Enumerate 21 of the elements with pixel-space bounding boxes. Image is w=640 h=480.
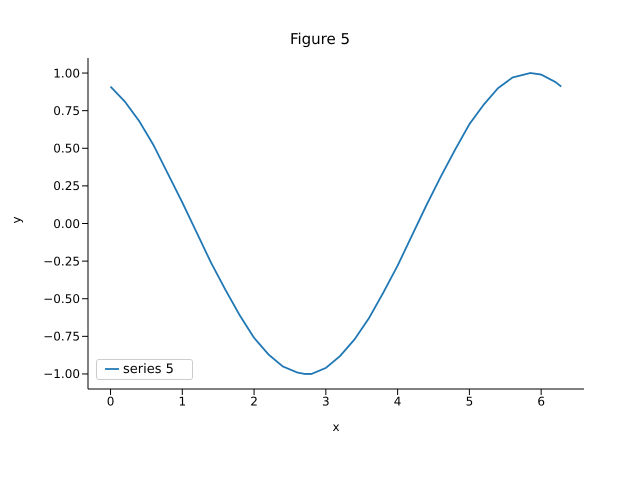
legend-label: series 5 xyxy=(123,362,174,377)
x-tick-label: 6 xyxy=(537,394,545,409)
y-tick-label: 0.25 xyxy=(53,179,80,194)
y-tick-label: 0.75 xyxy=(53,104,80,118)
y-tick-label: −0.25 xyxy=(43,254,80,268)
x-axis-title: x xyxy=(332,420,340,434)
y-tick-label: −0.50 xyxy=(43,292,80,306)
y-tick-label: 1.00 xyxy=(53,66,80,80)
line-series xyxy=(110,72,562,375)
x-tick-label: 4 xyxy=(394,394,402,409)
x-tick-label: 5 xyxy=(466,394,474,409)
x-tick-label: 2 xyxy=(250,394,258,409)
x-tick-label: 1 xyxy=(178,394,186,409)
y-tick-label: 0.00 xyxy=(53,216,80,231)
y-tick-label: −1.00 xyxy=(43,367,80,382)
x-tick-label: 0 xyxy=(106,394,114,409)
y-tick-label: 0.50 xyxy=(53,142,80,156)
x-tick-label: 3 xyxy=(322,394,330,409)
y-axis-title: y xyxy=(9,216,24,224)
y-tick-label: −0.75 xyxy=(43,330,80,344)
chart-title: Figure 5 xyxy=(288,30,352,48)
